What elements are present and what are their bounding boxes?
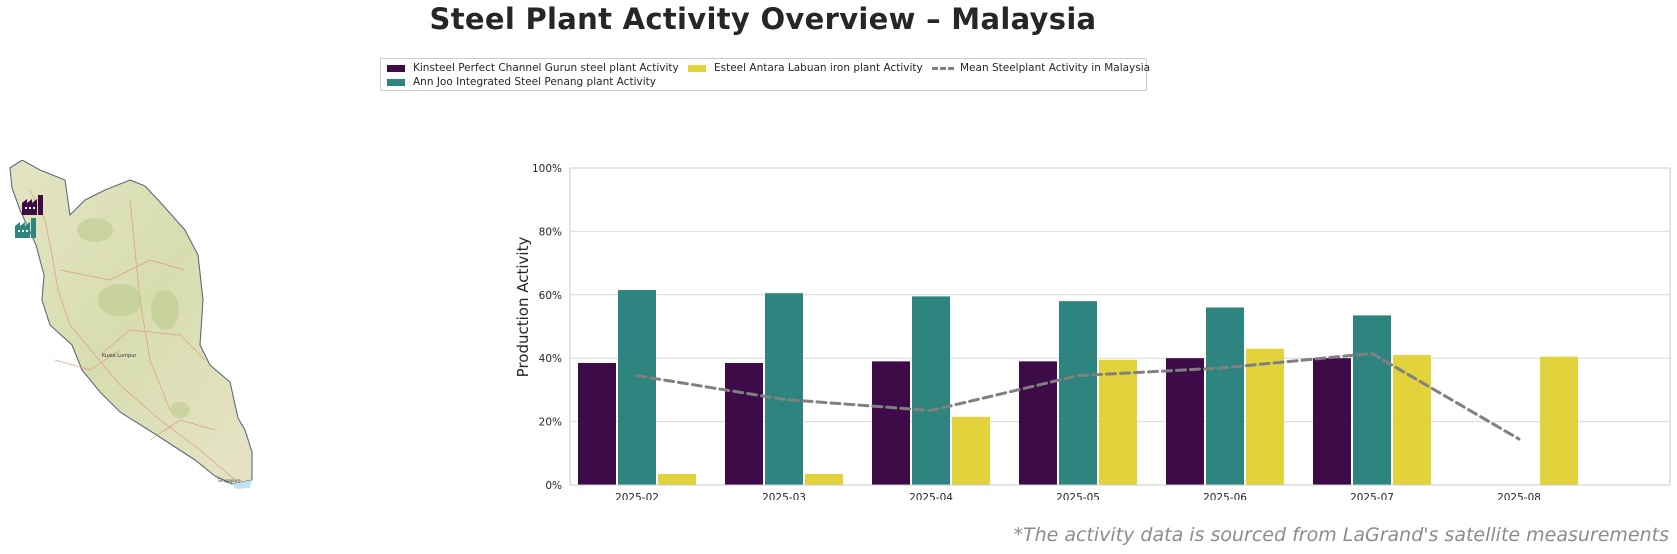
bar-kinsteel <box>725 362 763 485</box>
bar-kinsteel <box>1166 358 1204 485</box>
legend-swatch-annjoo <box>387 78 405 86</box>
legend-item-mean: Mean Steelplant Activity in Malaysia <box>932 62 1150 74</box>
terrain-highlands <box>77 218 190 418</box>
bar-esteel <box>1246 348 1284 485</box>
legend-label-mean: Mean Steelplant Activity in Malaysia <box>960 62 1151 74</box>
bar-series <box>578 290 1578 485</box>
malaysia-map: Kuala Lumpur Singapore <box>9 160 253 489</box>
page-title: Steel Plant Activity Overview – Malaysia <box>429 2 1097 36</box>
x-tick-label: 2025-04 <box>909 492 953 500</box>
x-tick-label: 2025-03 <box>762 492 806 500</box>
legend-item-esteel: Esteel Antara Labuan iron plant Activity <box>688 62 923 74</box>
bar-annjoo <box>765 293 803 485</box>
peninsula-shape <box>9 160 253 485</box>
x-tick-label: 2025-02 <box>615 492 659 500</box>
y-tick-label: 20% <box>539 417 562 429</box>
y-tick-label: 80% <box>539 226 562 238</box>
bar-annjoo <box>1353 315 1391 485</box>
y-tick-label: 100% <box>532 163 562 175</box>
x-tick-label: 2025-06 <box>1203 492 1247 500</box>
bar-esteel <box>952 416 990 485</box>
legend-label-esteel: Esteel Antara Labuan iron plant Activity <box>714 62 923 74</box>
bar-esteel <box>1540 356 1578 485</box>
bar-kinsteel <box>1313 358 1351 485</box>
road-network <box>29 189 236 481</box>
bar-esteel <box>1099 359 1137 485</box>
legend-dash-mean <box>932 66 954 70</box>
bar-annjoo <box>1206 307 1244 485</box>
bar-kinsteel <box>578 362 616 485</box>
production-activity-chart: 0% 20% 40% 60% 80% 100% 2025-02 2025-03 2025-04 2… <box>514 163 1671 500</box>
bar-annjoo <box>912 296 950 485</box>
map-label-singapore: Singapore <box>218 478 241 484</box>
y-tick-label: 40% <box>539 353 562 365</box>
bar-annjoo <box>1059 301 1097 485</box>
bar-esteel <box>658 473 696 485</box>
strait-water <box>232 480 252 489</box>
bar-esteel <box>805 473 843 485</box>
legend-swatch-esteel <box>688 64 706 72</box>
legend-item-kinsteel: Kinsteel Perfect Channel Gurun steel pla… <box>387 62 679 74</box>
y-axis-label: Production Activity <box>514 237 532 378</box>
factory-icon <box>15 218 36 238</box>
source-footnote: *The activity data is sourced from LaGra… <box>1013 524 1669 546</box>
legend-label-annjoo: Ann Joo Integrated Steel Penang plant Ac… <box>413 76 656 88</box>
mean-line-series <box>635 351 1521 441</box>
axes: 0% 20% 40% 60% 80% 100% 2025-02 2025-03 2025-04 2… <box>532 163 1671 500</box>
bar-esteel <box>1393 355 1431 485</box>
y-tick-label: 0% <box>545 480 562 492</box>
x-tick-label: 2025-05 <box>1056 492 1100 500</box>
plot-frame <box>569 167 1671 486</box>
x-tick-label: 2025-08 <box>1497 492 1541 500</box>
factory-icon <box>22 195 43 215</box>
y-tick-label: 60% <box>539 290 562 302</box>
chart-legend: Kinsteel Perfect Channel Gurun steel pla… <box>380 58 1150 91</box>
mean-activity-line <box>635 351 1521 441</box>
legend-item-annjoo: Ann Joo Integrated Steel Penang plant Ac… <box>387 76 656 88</box>
x-tick-label: 2025-07 <box>1350 492 1394 500</box>
map-label-kuala-lumpur: Kuala Lumpur <box>102 353 137 359</box>
legend-label-kinsteel: Kinsteel Perfect Channel Gurun steel pla… <box>413 62 679 74</box>
bar-annjoo <box>618 290 656 485</box>
bar-kinsteel <box>872 361 910 485</box>
legend-swatch-kinsteel <box>387 64 405 72</box>
bar-kinsteel <box>1019 361 1057 485</box>
